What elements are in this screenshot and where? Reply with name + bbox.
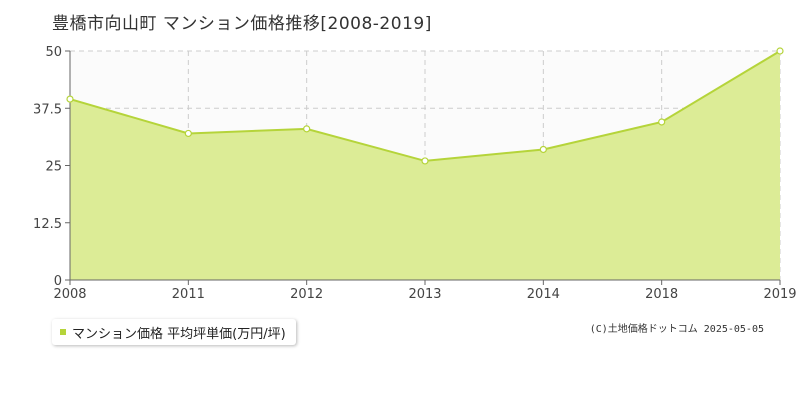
series-area-fill	[70, 51, 780, 280]
axes	[65, 50, 781, 285]
data-point	[776, 47, 784, 55]
data-points	[66, 47, 784, 165]
y-tick-label: 50	[45, 45, 62, 60]
y-tick-label: 37.5	[33, 102, 62, 117]
data-point	[66, 95, 74, 103]
y-tick-label: 25	[45, 160, 62, 175]
x-tick-label: 2008	[53, 287, 86, 302]
legend-swatch	[60, 329, 66, 335]
copyright-text: (C)土地価格ドットコム 2025-05-05	[589, 324, 764, 335]
x-tick-label: 2013	[408, 287, 441, 302]
x-tick-label: 2012	[290, 287, 323, 302]
y-tick-label: 12.5	[33, 217, 62, 232]
y-tick-labels: 0 12.5 25 37.5 50	[33, 45, 62, 289]
legend: マンション価格 平均坪単価(万円/坪)	[52, 319, 296, 345]
chart-title: 豊橋市向山町 マンション価格推移[2008-2019]	[52, 14, 432, 34]
legend-label: マンション価格 平均坪単価(万円/坪)	[72, 326, 286, 342]
x-tick-label: 2018	[645, 287, 678, 302]
x-tick-labels: 2008 2011 2012 2013 2014 2018 2019	[53, 287, 796, 302]
data-point	[539, 145, 547, 154]
y-tick-label: 0	[54, 274, 62, 289]
x-tick-label: 2014	[527, 287, 560, 302]
data-point	[303, 125, 311, 133]
data-point	[421, 157, 429, 165]
x-tick-label: 2011	[172, 287, 205, 302]
data-point	[658, 118, 666, 126]
data-point	[184, 129, 192, 138]
x-tick-label: 2019	[763, 287, 796, 302]
